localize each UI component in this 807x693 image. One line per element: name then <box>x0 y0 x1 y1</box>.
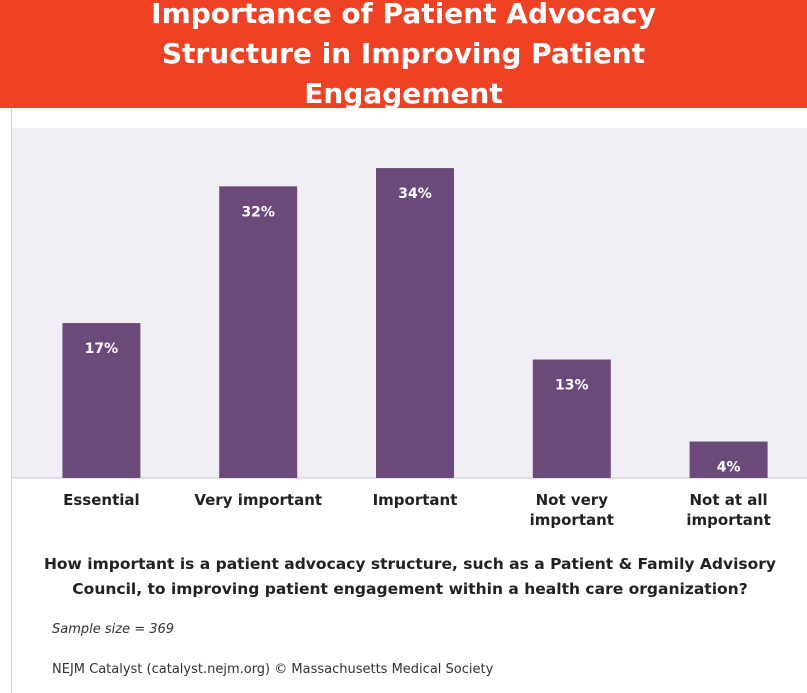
bar <box>689 441 768 478</box>
bar <box>532 359 611 478</box>
x-tick-label: Essential <box>63 491 140 509</box>
x-axis-label: How important is a patient advocacy stru… <box>43 555 777 598</box>
data-label: 4% <box>717 460 741 476</box>
chart-title: Importance of Patient Advocacy Structure… <box>151 0 656 110</box>
source: NEJM Catalyst (catalyst.nejm.org) © Mass… <box>52 662 494 677</box>
bar <box>219 186 298 479</box>
data-label: 13% <box>555 378 589 394</box>
bar <box>376 168 454 478</box>
frame-border <box>11 108 12 693</box>
data-label: 34% <box>398 186 432 202</box>
header: Importance of Patient Advocacy Structure… <box>0 0 807 110</box>
sample-size-note: Sample size = 369 <box>52 622 175 637</box>
bar <box>62 323 141 478</box>
data-label: 32% <box>241 204 275 220</box>
x-tick-label: Not at all important <box>686 491 771 529</box>
x-tick-label: Important <box>372 491 458 509</box>
x-tick-label: Very important <box>194 491 323 509</box>
x-tick-label: Not very important <box>529 491 614 529</box>
data-label: 17% <box>85 341 119 357</box>
